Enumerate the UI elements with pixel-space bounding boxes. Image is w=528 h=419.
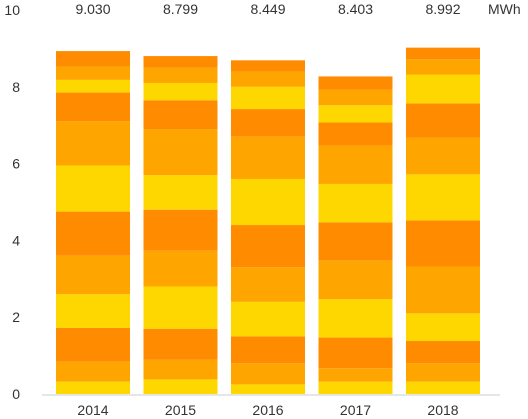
bar-segment	[143, 129, 218, 176]
bar-stacks	[56, 47, 480, 394]
total-label: 8.799	[163, 1, 198, 17]
x-axis-ticks: 2014 2015 2016 2017 2018	[77, 402, 458, 418]
bar-segment	[56, 92, 130, 122]
bar-segment	[143, 359, 218, 380]
bar-segment	[406, 266, 480, 314]
bar-stack-2016	[231, 60, 305, 394]
bar-segment	[318, 89, 393, 106]
bar-segment	[231, 71, 305, 87]
bar-segment	[231, 384, 305, 394]
bar-segment	[318, 122, 393, 146]
bar-segment	[56, 327, 130, 362]
bar-segment	[143, 209, 218, 251]
bar-segment	[406, 220, 480, 267]
bar-segment	[56, 79, 130, 93]
bar-segment	[318, 299, 393, 338]
total-label: 8.403	[338, 1, 373, 17]
bar-segment	[406, 74, 480, 104]
bar-segment	[56, 211, 130, 256]
bar-segment	[406, 103, 480, 138]
total-label: 9.030	[75, 1, 110, 17]
bar-segment	[143, 328, 218, 360]
unit-label: MWh	[488, 1, 521, 17]
x-tick-label: 2017	[340, 402, 371, 418]
bar-stack-2015	[143, 56, 218, 394]
bar-stack-2017	[318, 76, 393, 394]
bar-segment	[56, 361, 130, 382]
bar-segment	[406, 381, 480, 394]
bar-segment	[231, 60, 305, 72]
bar-segment	[231, 336, 305, 364]
bar-segment	[231, 363, 305, 385]
bar-segment	[143, 100, 218, 130]
bar-segment	[231, 136, 305, 179]
bar-segment	[56, 66, 130, 80]
bar-stack-2018	[406, 47, 480, 394]
bar-segment	[56, 381, 130, 394]
bar-segment	[406, 174, 480, 221]
bar-segment	[56, 51, 130, 67]
bar-segment	[406, 313, 480, 342]
y-tick-label: 4	[12, 232, 20, 248]
bar-segment	[318, 222, 393, 261]
bar-segment	[231, 267, 305, 302]
bar-segment	[318, 381, 393, 394]
bar-segment	[406, 137, 480, 175]
bar-segment	[231, 178, 305, 226]
bar-segment	[56, 121, 130, 166]
x-tick-label: 2015	[165, 402, 196, 418]
y-tick-label: 8	[12, 79, 20, 95]
bar-segment	[143, 175, 218, 210]
bar-segment	[56, 294, 130, 328]
total-label: 8.992	[425, 1, 460, 17]
bar-segment	[318, 337, 393, 369]
bar-segment	[143, 250, 218, 287]
bar-segment	[406, 59, 480, 75]
bar-segment	[318, 76, 393, 90]
x-tick-label: 2016	[252, 402, 283, 418]
bar-segment	[406, 341, 480, 364]
bar-segment	[143, 286, 218, 329]
total-label: 8.449	[250, 1, 285, 17]
bar-segment	[406, 47, 480, 60]
bar-segment	[143, 56, 218, 68]
y-tick-label: 0	[12, 386, 20, 402]
y-tick-label: 10	[4, 2, 20, 18]
bar-segment	[318, 105, 393, 123]
bar-segment	[143, 67, 218, 83]
bar-segment	[318, 145, 393, 184]
bar-segment	[143, 379, 218, 394]
total-labels: 9.030 8.799 8.449 8.403 8.992	[75, 1, 460, 17]
bar-segment	[406, 363, 480, 382]
bar-segment	[318, 183, 393, 223]
bar-segment	[143, 82, 218, 101]
y-tick-label: 2	[12, 309, 20, 325]
bar-segment	[318, 260, 393, 300]
y-axis-ticks: 0 2 4 6 8 10	[4, 2, 20, 402]
bar-segment	[56, 255, 130, 295]
bar-stack-2014	[56, 51, 130, 394]
bar-segment	[231, 225, 305, 268]
bar-segment	[231, 86, 305, 110]
bar-segment	[56, 165, 130, 212]
bar-segment	[318, 368, 393, 382]
x-tick-label: 2014	[77, 402, 108, 418]
bar-segment	[231, 109, 305, 137]
bar-segment	[231, 301, 305, 337]
y-tick-label: 6	[12, 156, 20, 172]
x-tick-label: 2018	[427, 402, 458, 418]
